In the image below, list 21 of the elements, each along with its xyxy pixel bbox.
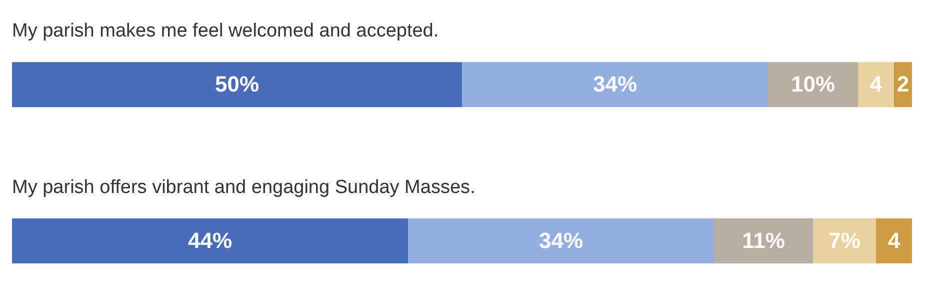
bar	[408, 218, 714, 264]
data-label: 10%	[790, 72, 836, 97]
bar	[858, 62, 894, 108]
bar	[714, 218, 813, 264]
data-label: 34%	[538, 228, 584, 253]
data-label: 50%	[214, 72, 260, 97]
bar	[12, 62, 462, 108]
data-label: 7%	[828, 228, 860, 253]
bar	[462, 62, 768, 108]
data-label: 44%	[188, 228, 232, 253]
bar	[768, 62, 858, 108]
data-label: 2	[896, 72, 910, 97]
bar	[12, 218, 408, 264]
data-label: 11%	[742, 228, 785, 253]
data-label: 4	[888, 228, 901, 253]
data-label: 4	[870, 72, 883, 97]
data-label: 34%	[592, 72, 638, 97]
bar	[813, 218, 876, 264]
y-tick-label: My parish makes me feel welcomed and accepted.	[12, 20, 439, 42]
y-tick-label: My parish offers vibrant and engaging Sunday Masses.	[12, 176, 476, 198]
bar	[876, 218, 912, 264]
